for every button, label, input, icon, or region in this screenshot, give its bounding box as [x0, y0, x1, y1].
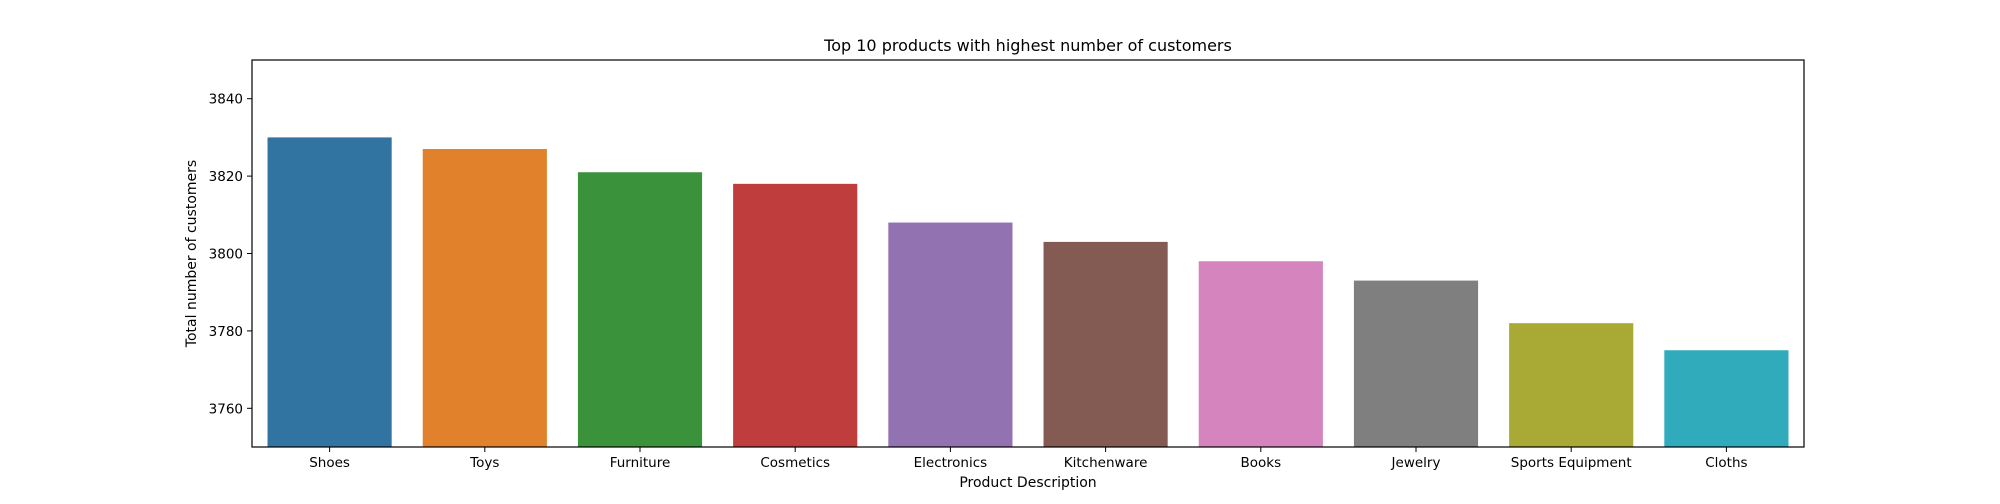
x-tick-label: Kitchenware [1064, 455, 1148, 471]
bar-cloths [1664, 350, 1789, 447]
y-tick-label: 3800 [209, 247, 243, 263]
bar-kitchenware [1043, 241, 1168, 447]
bars-layer [267, 137, 1789, 448]
y-tick-label: 3840 [209, 92, 243, 108]
bar-sports-equipment [1509, 323, 1634, 447]
y-tick-label: 3820 [209, 169, 243, 185]
chart-title: Top 10 products with highest number of c… [823, 36, 1232, 55]
x-tick-label: Electronics [914, 455, 988, 471]
x-tick-label: Cloths [1705, 455, 1747, 471]
y-tick-label: 3780 [209, 324, 243, 340]
x-tick-label: Books [1240, 455, 1281, 471]
x-axis-label: Product Description [959, 475, 1096, 491]
x-tick-label: Toys [469, 455, 499, 471]
y-axis-ticks: 3760 3780 3800 3820 3840 [209, 92, 252, 417]
bar-furniture [577, 172, 703, 448]
bar-cosmetics [733, 183, 858, 447]
bar-jewelry [1353, 280, 1479, 447]
bar-toys [422, 149, 547, 447]
bar-shoes [267, 137, 392, 447]
y-tick-label: 3760 [209, 401, 243, 417]
bar-electronics [888, 222, 1013, 447]
x-tick-label: Shoes [309, 455, 350, 471]
x-tick-label: Cosmetics [760, 455, 830, 471]
x-tick-label: Furniture [610, 455, 671, 471]
bar-books [1198, 261, 1323, 447]
x-axis-ticks: Shoes Toys Furniture Cosmetics Electronics Ki… [309, 447, 1748, 471]
y-axis-label: Total number of customers [184, 160, 200, 348]
x-tick-label: Sports Equipment [1511, 455, 1632, 471]
x-tick-label: Jewelry [1391, 455, 1441, 471]
